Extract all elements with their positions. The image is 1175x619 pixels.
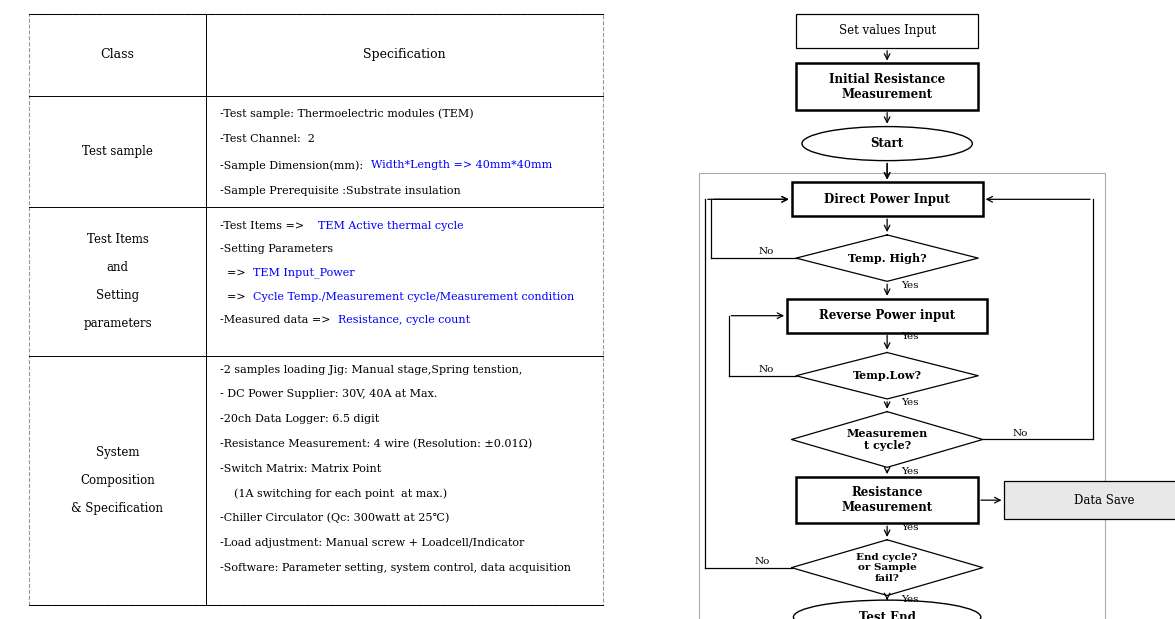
Text: Yes: Yes [901,595,919,604]
Text: Measuremen
t cycle?: Measuremen t cycle? [846,428,928,451]
Text: Reverse Power input: Reverse Power input [819,309,955,322]
Text: Test sample: Test sample [82,145,153,158]
Text: Temp. High?: Temp. High? [848,253,926,264]
Text: -Test sample: Thermoelectric modules (TEM): -Test sample: Thermoelectric modules (TE… [220,108,474,119]
Text: Resistance, cycle count: Resistance, cycle count [338,315,470,325]
Polygon shape [792,540,982,595]
Text: -Chiller Circulator (Qc: 300watt at 25℃): -Chiller Circulator (Qc: 300watt at 25℃) [220,513,449,524]
Bar [787,299,987,333]
Text: -Setting Parameters: -Setting Parameters [220,245,333,254]
Text: Test Items

and

Setting

parameters: Test Items and Setting parameters [83,233,152,330]
Text: =>: => [220,292,249,301]
Text: -Load adjustment: Manual screw + Loadcell/Indicator: -Load adjustment: Manual screw + Loadcel… [220,538,524,548]
Text: No: No [759,365,774,374]
Text: =>: => [220,268,249,278]
Text: -Software: Parameter setting, system control, data acquisition: -Software: Parameter setting, system con… [220,563,571,573]
Bar [797,14,978,48]
Text: -Test Channel:  2: -Test Channel: 2 [220,134,315,144]
Polygon shape [792,412,982,467]
Text: System

Composition

& Specification: System Composition & Specification [72,446,163,515]
Text: Set values Input: Set values Input [839,24,935,38]
Text: No: No [1012,429,1027,438]
Bar [797,477,978,524]
Text: Yes: Yes [901,332,919,341]
Bar [699,173,1104,619]
Text: Yes: Yes [901,398,919,407]
Text: No: No [754,557,770,566]
Text: Start: Start [871,137,904,150]
Text: Test End: Test End [859,610,915,619]
Text: Yes: Yes [901,522,919,532]
Text: Yes: Yes [901,280,919,290]
Ellipse shape [801,127,973,160]
Text: - DC Power Supplier: 30V, 40A at Max.: - DC Power Supplier: 30V, 40A at Max. [220,389,437,399]
Text: End cycle?
or Sample
fail?: End cycle? or Sample fail? [857,553,918,582]
Text: Direct Power Input: Direct Power Input [824,193,951,206]
Text: Resistance
Measurement: Resistance Measurement [841,486,933,514]
Text: -20ch Data Logger: 6.5 digit: -20ch Data Logger: 6.5 digit [220,414,380,424]
Ellipse shape [793,600,981,619]
Text: Temp.Low?: Temp.Low? [853,370,921,381]
Text: Width*Length => 40mm*40mm: Width*Length => 40mm*40mm [371,160,552,170]
Text: TEM Input_Power: TEM Input_Power [253,267,354,279]
Text: Class: Class [101,48,134,61]
Bar [797,63,978,110]
Polygon shape [797,353,978,399]
Bar [1005,482,1175,519]
Text: TEM Active thermal cycle: TEM Active thermal cycle [318,221,464,231]
Text: No: No [759,248,774,256]
Text: Specification: Specification [363,48,445,61]
Text: -Switch Matrix: Matrix Point: -Switch Matrix: Matrix Point [220,464,381,474]
Text: (1A switching for each point  at max.): (1A switching for each point at max.) [220,488,446,499]
Text: Data Save: Data Save [1074,493,1135,507]
Text: -Resistance Measurement: 4 wire (Resolution: ±0.01Ω): -Resistance Measurement: 4 wire (Resolut… [220,439,532,449]
Text: Cycle Temp./Measurement cycle/Measurement condition: Cycle Temp./Measurement cycle/Measuremen… [253,292,573,301]
Bar [29,14,603,605]
Text: Initial Resistance
Measurement: Initial Resistance Measurement [830,72,945,101]
Text: -2 samples loading Jig: Manual stage,Spring tenstion,: -2 samples loading Jig: Manual stage,Spr… [220,365,522,374]
Text: Yes: Yes [901,467,919,475]
Text: -Test Items =>: -Test Items => [220,221,308,231]
Text: -Measured data =>: -Measured data => [220,315,334,325]
Polygon shape [797,235,978,281]
Text: -Sample Prerequisite :Substrate insulation: -Sample Prerequisite :Substrate insulati… [220,186,461,196]
Text: -Sample Dimension(mm):: -Sample Dimension(mm): [220,160,367,171]
Bar [792,182,982,216]
